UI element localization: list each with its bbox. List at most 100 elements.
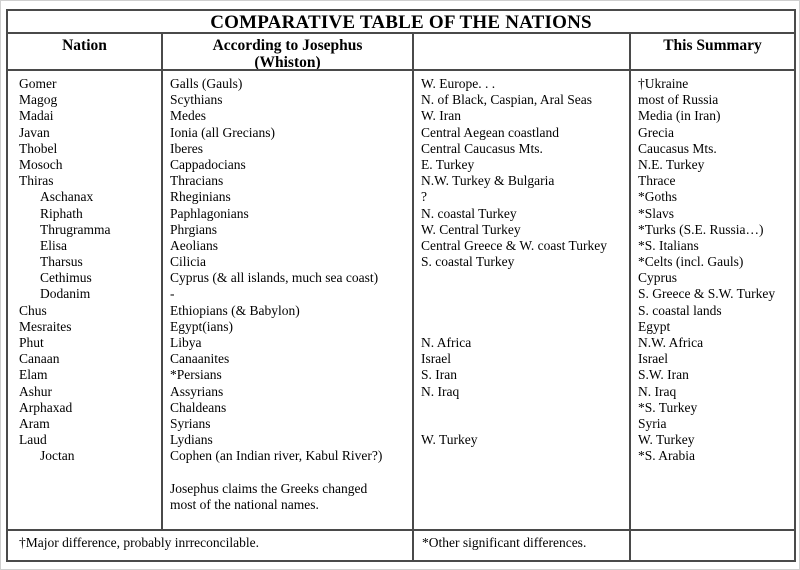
cell-line: Egypt(ians) — [170, 318, 233, 334]
cell-line: Thrace — [638, 173, 676, 189]
cell-line: Madai — [19, 108, 54, 124]
cell-line: Cethimus — [40, 270, 92, 286]
cell-line: *Turks (S.E. Russia…) — [638, 221, 764, 237]
cell-line: S. Iran — [421, 367, 457, 383]
cell-line: Ionia (all Grecians) — [170, 124, 275, 140]
cell-line: Cyprus — [638, 270, 678, 286]
cell-line: Thracians — [170, 173, 224, 189]
cell-line: N.E. Turkey — [638, 156, 705, 172]
cell-line: Galls (Gauls) — [170, 76, 243, 91]
cell-line: Central Aegean coastland — [421, 124, 559, 140]
cell-line: *S. Italians — [638, 237, 699, 253]
modern-cell: W. Europe. . . N. of Black, Caspian, Aral… — [414, 71, 631, 529]
header-nation: Nation — [8, 34, 163, 69]
cell-line: Ethiopians (& Babylon) — [170, 302, 300, 318]
cell-line: Gomer — [19, 76, 57, 91]
cell-line: Syria — [638, 415, 667, 431]
cell-line: Canaanites — [170, 351, 230, 367]
cell-line: Cyprus (& all islands, much sea coast) — [170, 270, 379, 286]
body-row: Gomer Magog Madai Javan Thobel Mosoch Thiras As… — [8, 71, 794, 531]
cell-line: Tharsus — [40, 254, 83, 270]
cell-line: N. Iraq — [638, 383, 677, 399]
cell-line — [170, 465, 409, 481]
cell-line: N. Iraq — [421, 383, 460, 399]
header-modern-location — [414, 34, 631, 69]
cell-line: most of the national names. — [170, 496, 319, 512]
cell-line: Phrgians — [170, 221, 218, 237]
cell-line: Canaan — [19, 351, 60, 367]
cell-line: W. Turkey — [421, 432, 478, 448]
cell-line: Elam — [19, 367, 48, 383]
cell-line: - — [170, 286, 175, 302]
cell-line: Assyrians — [170, 383, 224, 399]
cell-line: Central Caucasus Mts. — [421, 140, 543, 156]
comparative-table: COMPARATIVE TABLE OF THE NATIONS Nation … — [6, 9, 796, 562]
cell-line: Joctan — [40, 448, 75, 464]
cell-line: Thobel — [19, 140, 58, 156]
cell-line: *Persians — [170, 367, 222, 383]
cell-line: N.W. Turkey & Bulgaria — [421, 173, 555, 189]
cell-line: W. Iran — [421, 108, 461, 124]
cell-line: *Goths — [638, 189, 678, 205]
cell-line: Riphath — [40, 205, 83, 221]
cell-line: Grecia — [638, 124, 674, 140]
cell-line: Thrugramma — [40, 221, 111, 237]
footer-major-note: †Major difference, probably inrreconcila… — [8, 531, 414, 560]
cell-line: Laud — [19, 432, 47, 448]
josephus-cell: Galls (Gauls) Scythians Medes Ionia (all Gr… — [163, 71, 414, 529]
cell-line: N. coastal Turkey — [421, 205, 517, 221]
cell-line: W. Europe. . . — [421, 76, 496, 91]
footer-row: †Major difference, probably inrreconcila… — [8, 531, 794, 560]
cell-line: W. Central Turkey — [421, 221, 521, 237]
header-summary: This Summary — [663, 37, 762, 54]
cell-line: Iberes — [170, 140, 203, 156]
cell-line: S. coastal Turkey — [421, 254, 515, 270]
cell-line: Arphaxad — [19, 399, 73, 415]
cell-line: most of Russia — [638, 92, 719, 108]
header-row: Nation According to Josephus (Whiston) T… — [8, 34, 794, 71]
cell-line: Cappadocians — [170, 156, 246, 172]
cell-line: Israel — [421, 351, 451, 367]
cell-line: Caucasus Mts. — [638, 140, 717, 156]
cell-line: W. Turkey — [638, 432, 695, 448]
cell-line: Aeolians — [170, 237, 218, 253]
cell-line: N. Africa — [421, 335, 472, 350]
cell-line — [421, 270, 626, 286]
cell-line — [421, 286, 626, 302]
cell-line: Mesraites — [19, 318, 72, 334]
cell-line: N.W. Africa — [638, 335, 704, 350]
cell-line: ? — [421, 189, 427, 205]
cell-line: Elisa — [40, 237, 67, 253]
cell-line: Israel — [638, 351, 668, 367]
cell-line: Chaldeans — [170, 399, 227, 415]
cell-line: Aschanax — [40, 189, 94, 205]
cell-line: Cophen (an Indian river, Kabul River?) — [170, 448, 383, 464]
header-josephus: According to Josephus (Whiston) — [163, 34, 414, 69]
cell-line: Magog — [19, 92, 58, 108]
cell-line: Josephus claims the Greeks changed — [170, 480, 368, 496]
cell-line: Media (in Iran) — [638, 108, 721, 124]
cell-line — [421, 303, 626, 319]
cell-line: S. Greece & S.W. Turkey — [638, 286, 776, 302]
cell-line: *Slavs — [638, 205, 675, 221]
table-title: COMPARATIVE TABLE OF THE NATIONS — [8, 11, 794, 34]
cell-line: *S. Turkey — [638, 399, 698, 415]
cell-line: S.W. Iran — [638, 367, 689, 383]
cell-line: Dodanim — [40, 286, 91, 302]
cell-line: Lydians — [170, 432, 213, 448]
cell-line: Medes — [170, 108, 206, 124]
cell-line: *S. Arabia — [638, 448, 695, 464]
cell-line: Thiras — [19, 173, 54, 189]
cell-line: S. coastal lands — [638, 302, 722, 318]
cell-line: Egypt — [638, 318, 671, 334]
summary-cell: †Ukraine most of Russia Media (in Iran) Gre… — [631, 71, 794, 529]
footer-empty-cell — [631, 531, 794, 560]
cell-line — [421, 400, 626, 416]
header-josephus-line2: (Whiston) — [254, 54, 321, 69]
cell-line: Central Greece & W. coast Turkey — [421, 237, 607, 253]
cell-line: E. Turkey — [421, 156, 475, 172]
header-josephus-line1: According to Josephus — [212, 37, 363, 54]
nation-cell: Gomer Magog Madai Javan Thobel Mosoch Thiras As… — [8, 71, 163, 529]
cell-line: N. of Black, Caspian, Aral Seas — [421, 92, 592, 108]
